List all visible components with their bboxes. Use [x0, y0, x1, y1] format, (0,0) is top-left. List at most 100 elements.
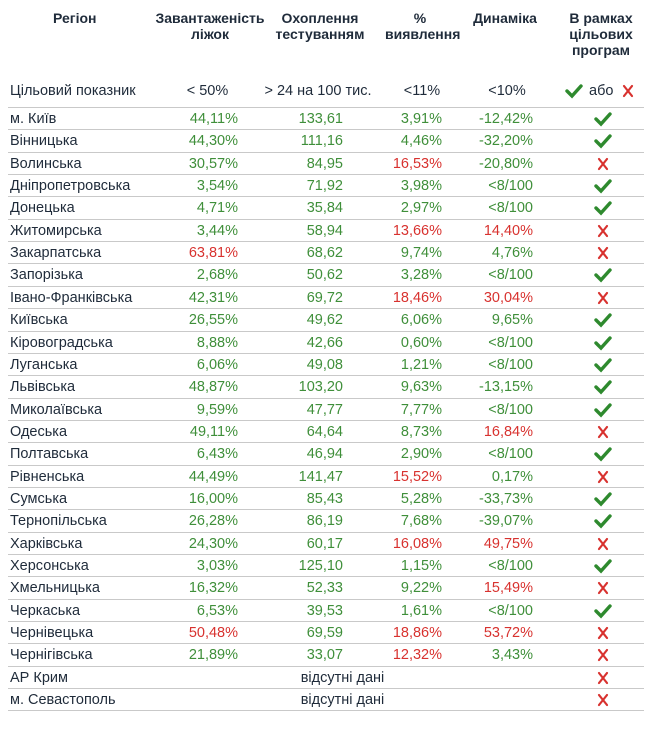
region-name: Одеська: [10, 423, 68, 440]
value-cell: -20,80%: [478, 155, 533, 172]
value-cell: 12,32%: [392, 647, 442, 664]
value-cell: 13,66%: [392, 222, 442, 239]
column-header: Динаміка: [473, 10, 537, 26]
row-separator: [8, 151, 644, 153]
row-separator: [8, 263, 644, 265]
check-icon: [594, 358, 612, 373]
value-cell: 0,60%: [400, 334, 442, 351]
check-icon: [594, 559, 612, 574]
region-name: Хмельницька: [10, 580, 100, 597]
value-cell: 7,68%: [400, 513, 442, 530]
value-cell: 71,92: [306, 178, 343, 195]
value-cell: 8,88%: [196, 334, 238, 351]
target-label: Цільовий показник: [10, 83, 136, 99]
row-separator: [8, 464, 644, 466]
value-cell: 1,21%: [400, 356, 442, 373]
value-cell: 53,72%: [483, 625, 533, 642]
value-cell: 3,98%: [400, 178, 442, 195]
check-icon: [594, 335, 612, 350]
row-separator: [8, 509, 644, 511]
value-cell: 7,77%: [400, 401, 442, 418]
value-cell: 30,04%: [483, 289, 533, 306]
check-icon: [594, 492, 612, 507]
region-name: Миколаївська: [10, 401, 103, 418]
check-icon: [594, 201, 612, 216]
check-icon: [594, 603, 612, 619]
value-cell: 49,75%: [483, 535, 533, 552]
cross-icon: [597, 425, 609, 438]
value-cell: 44,11%: [189, 111, 238, 127]
value-cell: <8/100: [488, 334, 533, 351]
row-separator: [8, 531, 644, 533]
value-cell: 6,06%: [196, 356, 238, 373]
value-cell: 50,62: [306, 267, 343, 284]
value-cell: 3,43%: [491, 647, 533, 664]
region-name: Черкаська: [10, 602, 81, 619]
region-name: м. Севастополь: [10, 692, 116, 709]
value-cell: <8/100: [488, 267, 533, 284]
value-cell: 15,49%: [483, 580, 533, 597]
value-cell: 111,16: [300, 133, 343, 150]
value-cell: 33,07: [306, 647, 343, 664]
value-cell: 69,59: [306, 625, 343, 642]
region-name: Запорізька: [10, 267, 83, 284]
cross-icon: [597, 537, 609, 550]
value-cell: 14,40%: [483, 222, 533, 239]
check-icon: [594, 179, 612, 194]
value-cell: 86,19: [306, 513, 343, 530]
check-icon: [594, 134, 612, 149]
check-icon: [594, 268, 612, 283]
region-name: Київська: [10, 312, 68, 329]
value-cell: 16,00%: [188, 490, 238, 507]
value-cell: 15,52%: [392, 468, 442, 485]
row-separator: [8, 688, 644, 690]
value-cell: 48,87%: [188, 379, 238, 396]
cross-icon: [597, 157, 609, 170]
value-cell: -12,42%: [478, 111, 533, 127]
region-name: м. Київ: [10, 111, 57, 127]
value-cell: 30,57%: [188, 155, 238, 172]
value-cell: 133,61: [298, 111, 343, 127]
value-cell: -33,73%: [478, 490, 533, 507]
value-cell: 103,20: [298, 379, 343, 396]
missing-note: відсутні дані: [300, 692, 385, 709]
region-name: Тернопільська: [10, 513, 107, 530]
value-cell: 63,81%: [188, 245, 238, 262]
column-header: В рамках цільових програм: [569, 10, 633, 58]
value-cell: 16,08%: [392, 535, 442, 552]
value-cell: 35,84: [306, 200, 343, 217]
row-separator: [8, 665, 644, 667]
value-cell: 4,71%: [196, 200, 238, 217]
value-cell: 3,03%: [196, 558, 238, 574]
target-legend: або: [589, 83, 614, 99]
row-separator: [8, 107, 644, 108]
value-cell: <8/100: [488, 356, 533, 373]
region-name: Вінницька: [10, 133, 78, 150]
column-header: % виявлення: [385, 10, 461, 42]
row-separator: [8, 442, 644, 444]
check-icon: [594, 402, 612, 418]
value-cell: 52,33: [306, 580, 343, 597]
value-cell: <8/100: [488, 178, 533, 195]
value-cell: 50,48%: [188, 625, 238, 642]
value-cell: 49,62: [306, 312, 343, 329]
value-cell: 9,63%: [400, 379, 442, 396]
target-value: < 50%: [186, 83, 229, 99]
region-name: Чернігівська: [10, 647, 93, 664]
value-cell: 46,94: [306, 446, 343, 463]
value-cell: -32,20%: [478, 133, 533, 150]
value-cell: 0,17%: [491, 468, 533, 485]
value-cell: -13,15%: [478, 379, 533, 396]
row-separator: [8, 419, 644, 421]
row-separator: [8, 285, 644, 287]
row-separator: [8, 330, 644, 332]
region-name: Харківська: [10, 535, 83, 552]
value-cell: 42,31%: [188, 289, 238, 306]
column-header: Регіон: [53, 10, 97, 26]
column-header: Завантаженість ліжок: [155, 10, 265, 42]
value-cell: 26,28%: [188, 513, 238, 530]
value-cell: 9,22%: [400, 580, 442, 597]
value-cell: 9,74%: [400, 245, 442, 262]
region-name: Львівська: [10, 379, 76, 396]
